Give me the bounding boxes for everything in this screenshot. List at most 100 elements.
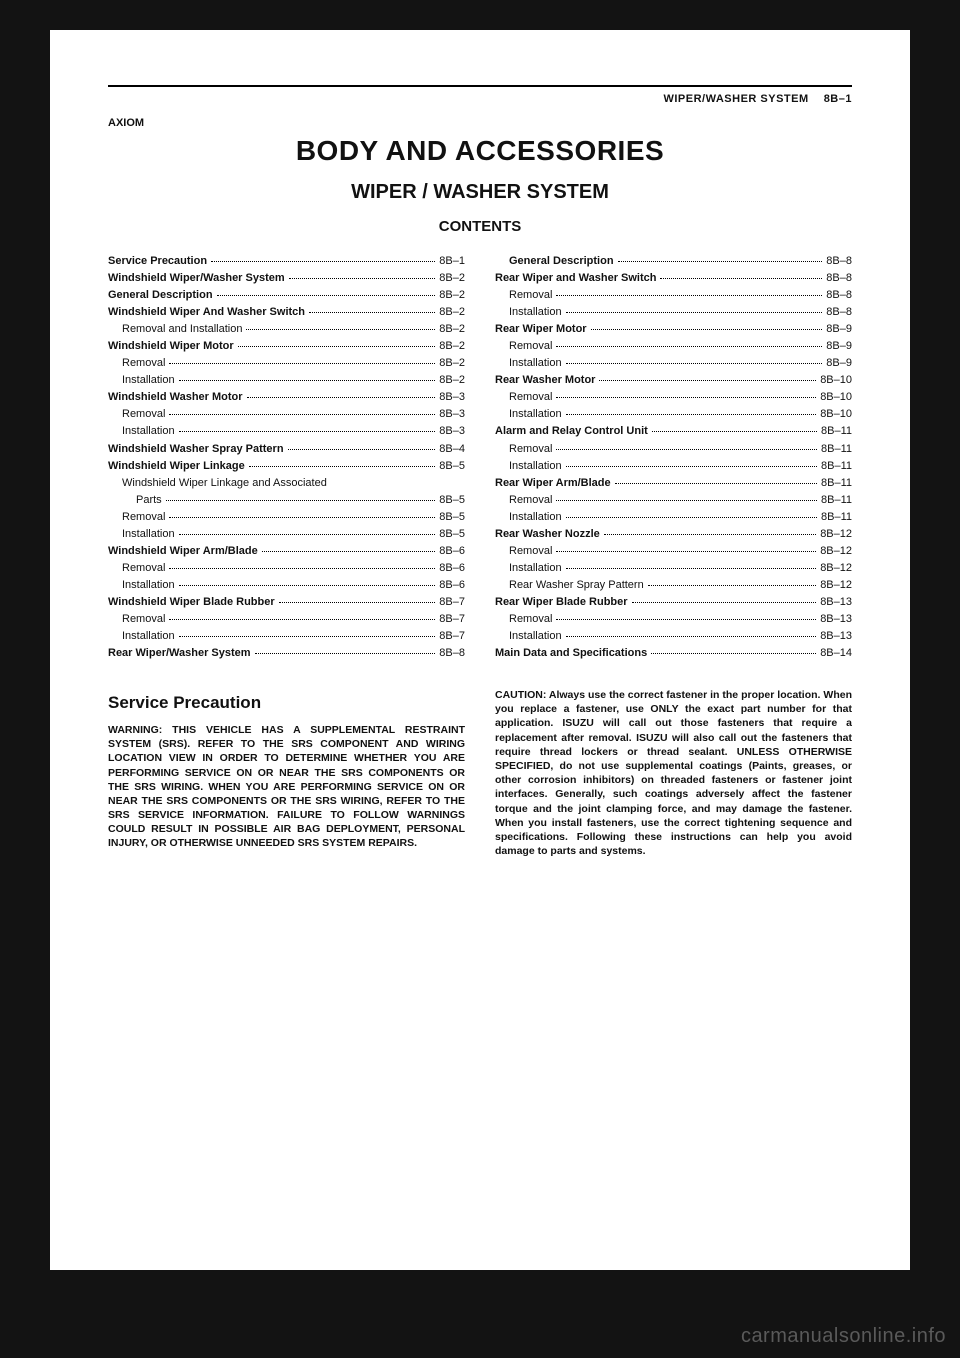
toc-row: Removal8B–7 bbox=[108, 611, 465, 628]
toc-page: 8B–2 bbox=[439, 355, 465, 372]
toc-leader bbox=[566, 517, 817, 518]
toc-leader bbox=[238, 346, 436, 347]
toc-page: 8B–3 bbox=[439, 406, 465, 423]
toc-leader bbox=[556, 500, 817, 501]
toc-label: Removal bbox=[108, 406, 165, 423]
toc-row: Windshield Wiper/Washer System8B–2 bbox=[108, 270, 465, 287]
toc-leader bbox=[217, 295, 436, 296]
toc-row: Removal and Installation8B–2 bbox=[108, 321, 465, 338]
toc-page: 8B–9 bbox=[826, 355, 852, 372]
toc-row: Installation8B–5 bbox=[108, 526, 465, 543]
toc-leader bbox=[632, 602, 817, 603]
toc-row: Rear Wiper Arm/Blade 8B–11 bbox=[495, 475, 852, 492]
toc-leader bbox=[169, 363, 435, 364]
toc-page: 8B–7 bbox=[439, 628, 465, 645]
toc-row: Removal8B–12 bbox=[495, 543, 852, 560]
running-head: WIPER/WASHER SYSTEM 8B–1 bbox=[108, 93, 852, 105]
toc-page: 8B–2 bbox=[439, 304, 465, 321]
toc-page: 8B–12 bbox=[820, 543, 852, 560]
toc-label: Installation bbox=[495, 509, 562, 526]
toc-page: 8B–7 bbox=[439, 594, 465, 611]
toc-page: 8B–12 bbox=[820, 577, 852, 594]
toc-row: Rear Washer Nozzle8B–12 bbox=[495, 526, 852, 543]
toc-label: Installation bbox=[495, 304, 562, 321]
toc-column-right: General Description8B–8Rear Wiper and Wa… bbox=[495, 253, 852, 662]
toc-row: Installation 8B–8 bbox=[495, 304, 852, 321]
toc-page: 8B–13 bbox=[820, 628, 852, 645]
toc-label: Removal bbox=[108, 509, 165, 526]
toc-label: Windshield Washer Motor bbox=[108, 389, 243, 406]
toc-leader bbox=[566, 636, 817, 637]
toc-label: Removal bbox=[495, 287, 552, 304]
toc-page: 8B–8 bbox=[826, 304, 852, 321]
toc-page: 8B–8 bbox=[826, 287, 852, 304]
toc-row: Removal 8B–11 bbox=[495, 492, 852, 509]
model-label: AXIOM bbox=[108, 117, 852, 129]
toc-label: Rear Wiper Blade Rubber bbox=[495, 594, 628, 611]
toc-leader bbox=[179, 431, 436, 432]
toc-label: Installation bbox=[495, 628, 562, 645]
toc-page: 8B–8 bbox=[439, 645, 465, 662]
toc-page: 8B–5 bbox=[439, 509, 465, 526]
toc-page: 8B–2 bbox=[439, 287, 465, 304]
toc-page: 8B–2 bbox=[439, 321, 465, 338]
toc-row: Rear Washer Spray Pattern8B–12 bbox=[495, 577, 852, 594]
toc-page: 8B–11 bbox=[821, 423, 852, 440]
toc-row: Windshield Wiper Linkage8B–5 bbox=[108, 458, 465, 475]
toc-page: 8B–3 bbox=[439, 389, 465, 406]
table-of-contents: Service Precaution8B–1Windshield Wiper/W… bbox=[108, 253, 852, 662]
toc-leader bbox=[566, 363, 823, 364]
toc-leader bbox=[169, 414, 435, 415]
body-column-left: Service Precaution WARNING: THIS VEHICLE… bbox=[108, 688, 465, 858]
toc-row: Removal 8B–5 bbox=[108, 509, 465, 526]
toc-page: 8B–13 bbox=[820, 611, 852, 628]
toc-label: Windshield Wiper Linkage bbox=[108, 458, 245, 475]
service-precaution-heading: Service Precaution bbox=[108, 692, 465, 715]
toc-column-left: Service Precaution8B–1Windshield Wiper/W… bbox=[108, 253, 465, 662]
toc-leader bbox=[566, 414, 817, 415]
toc-leader bbox=[648, 585, 816, 586]
toc-row: Removal8B–9 bbox=[495, 338, 852, 355]
toc-page: 8B–11 bbox=[821, 475, 852, 492]
toc-page: 8B–11 bbox=[821, 492, 852, 509]
toc-label: Removal bbox=[495, 389, 552, 406]
toc-label: Installation bbox=[108, 628, 175, 645]
toc-label: Installation bbox=[108, 372, 175, 389]
toc-leader bbox=[255, 653, 436, 654]
toc-leader bbox=[179, 534, 436, 535]
toc-row: Removal8B–11 bbox=[495, 441, 852, 458]
toc-page: 8B–5 bbox=[439, 526, 465, 543]
toc-label: Service Precaution bbox=[108, 253, 207, 270]
toc-leader bbox=[249, 466, 436, 467]
toc-label: Rear Wiper Arm/Blade bbox=[495, 475, 611, 492]
toc-page: 8B–10 bbox=[820, 406, 852, 423]
toc-label: Removal bbox=[495, 492, 552, 509]
toc-page: 8B–8 bbox=[826, 270, 852, 287]
toc-leader bbox=[566, 466, 817, 467]
toc-row: Installation8B–11 bbox=[495, 458, 852, 475]
toc-row: Installation 8B–7 bbox=[108, 628, 465, 645]
toc-label: Installation bbox=[108, 577, 175, 594]
toc-leader bbox=[246, 329, 435, 330]
toc-label: Windshield Wiper/Washer System bbox=[108, 270, 285, 287]
toc-page: 8B–12 bbox=[820, 560, 852, 577]
toc-leader bbox=[556, 619, 816, 620]
toc-row: Windshield Wiper Blade Rubber8B–7 bbox=[108, 594, 465, 611]
caution-paragraph: CAUTION: Always use the correct fastener… bbox=[495, 688, 852, 858]
toc-page: 8B–2 bbox=[439, 338, 465, 355]
toc-label: Windshield Wiper Motor bbox=[108, 338, 234, 355]
toc-leader bbox=[618, 261, 823, 262]
toc-label: General Description bbox=[108, 287, 213, 304]
toc-leader bbox=[599, 380, 816, 381]
contents-heading: CONTENTS bbox=[108, 218, 852, 235]
toc-label: Installation bbox=[495, 406, 562, 423]
toc-row: Installation8B–12 bbox=[495, 560, 852, 577]
toc-label: Alarm and Relay Control Unit bbox=[495, 423, 648, 440]
toc-row: Removal8B–2 bbox=[108, 355, 465, 372]
toc-page: 8B–12 bbox=[820, 526, 852, 543]
toc-label: Windshield Wiper Linkage and Associated bbox=[108, 475, 327, 492]
top-rule bbox=[108, 85, 852, 87]
toc-row: Windshield Wiper Motor 8B–2 bbox=[108, 338, 465, 355]
toc-row: General Description8B–8 bbox=[495, 253, 852, 270]
toc-leader bbox=[166, 500, 436, 501]
